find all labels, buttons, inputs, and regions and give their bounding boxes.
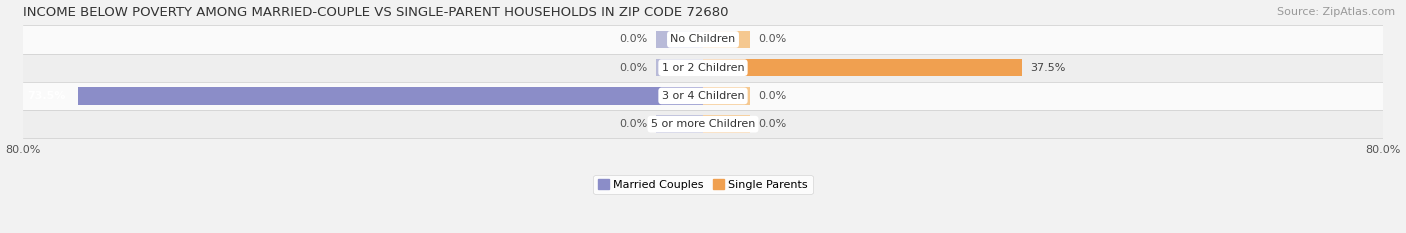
Bar [24,54,1382,82]
Text: Source: ZipAtlas.com: Source: ZipAtlas.com [1277,7,1395,17]
Bar [79,87,703,105]
Text: 37.5%: 37.5% [1031,63,1066,73]
Text: 0.0%: 0.0% [758,34,786,45]
Text: 5 or more Children: 5 or more Children [651,119,755,129]
Bar [657,115,703,133]
Text: 1 or 2 Children: 1 or 2 Children [662,63,744,73]
Bar [657,59,703,76]
Bar [24,25,1382,54]
Text: 73.5%: 73.5% [27,91,66,101]
Bar [657,31,703,48]
Text: 0.0%: 0.0% [620,34,648,45]
Legend: Married Couples, Single Parents: Married Couples, Single Parents [593,175,813,194]
Bar [703,31,749,48]
Bar [703,59,1022,76]
Text: No Children: No Children [671,34,735,45]
Text: 0.0%: 0.0% [620,119,648,129]
Text: 0.0%: 0.0% [758,119,786,129]
Bar [703,115,749,133]
Bar [24,82,1382,110]
Text: 0.0%: 0.0% [758,91,786,101]
Text: 3 or 4 Children: 3 or 4 Children [662,91,744,101]
Bar [24,110,1382,138]
Text: INCOME BELOW POVERTY AMONG MARRIED-COUPLE VS SINGLE-PARENT HOUSEHOLDS IN ZIP COD: INCOME BELOW POVERTY AMONG MARRIED-COUPL… [24,6,728,19]
Text: 0.0%: 0.0% [620,63,648,73]
Bar [703,87,749,105]
